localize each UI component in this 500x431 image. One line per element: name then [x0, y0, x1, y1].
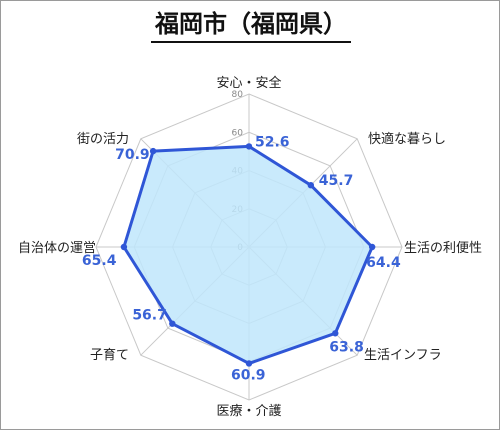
- axis-label: 生活インフラ: [364, 348, 442, 363]
- value-label: 60.9: [231, 367, 266, 383]
- data-point: [307, 181, 315, 189]
- data-point: [149, 147, 157, 155]
- data-point: [332, 330, 339, 337]
- axis-label: 快適な暮らし: [368, 131, 446, 147]
- data-point: [245, 360, 253, 367]
- axis-label: 子育て: [90, 347, 129, 363]
- value-label: 64.4: [366, 255, 401, 271]
- chart-title-wrap: 福岡市（福岡県）: [1, 9, 500, 43]
- value-label: 70.9: [115, 147, 150, 163]
- data-point: [169, 320, 176, 327]
- value-label: 56.7: [132, 308, 167, 324]
- axis-label: 街の活力: [77, 132, 129, 147]
- axis-label: 自治体の運営: [18, 241, 96, 256]
- value-label: 52.6: [255, 134, 290, 150]
- tick-label: 60: [232, 128, 244, 138]
- tick-label: 80: [232, 90, 244, 100]
- axis-label: 医療・介護: [216, 403, 281, 419]
- value-label: 65.4: [82, 253, 117, 269]
- value-label: 45.7: [319, 173, 354, 189]
- value-label: 63.8: [329, 339, 364, 355]
- data-point: [120, 243, 128, 251]
- axis-label: 生活の利便性: [404, 241, 482, 256]
- data-point: [368, 243, 376, 251]
- axis-label: 安心・安全: [216, 75, 281, 91]
- data-point: [245, 143, 253, 150]
- chart-title: 福岡市（福岡県）: [151, 9, 351, 43]
